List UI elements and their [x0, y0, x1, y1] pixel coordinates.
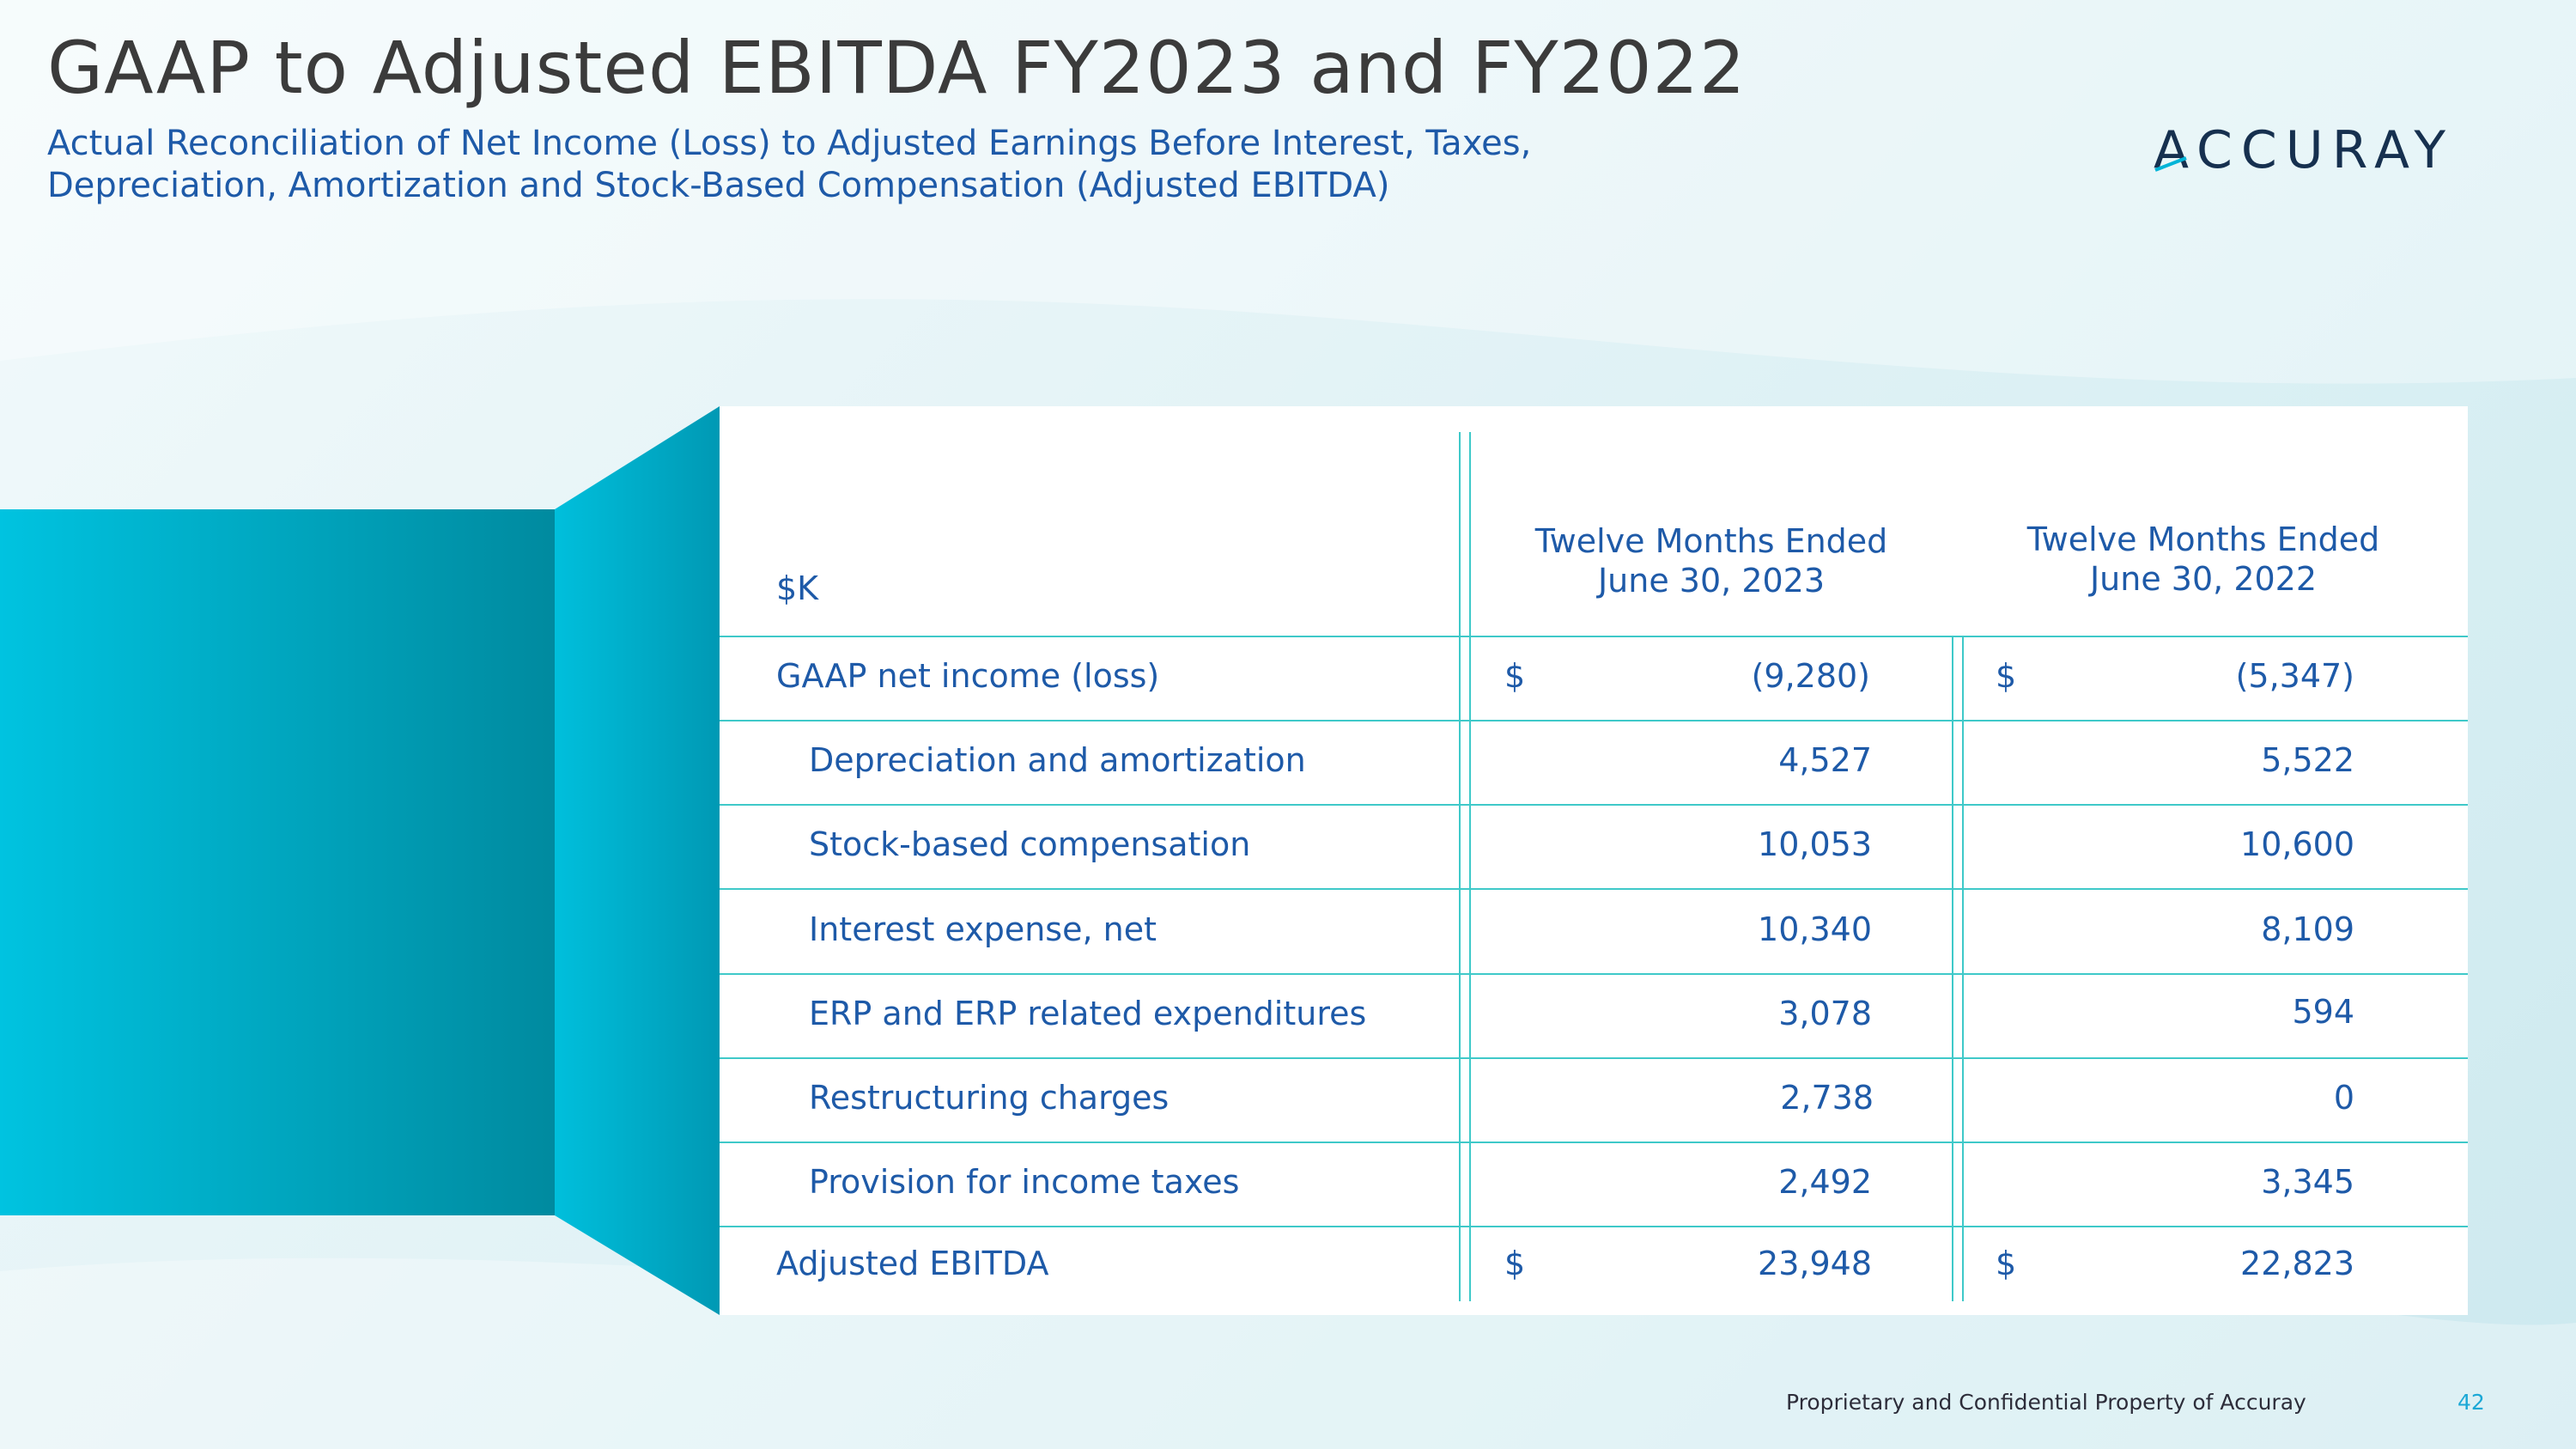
unit-label: $K [776, 569, 819, 607]
table-row-label: ERP and ERP related expenditures [809, 995, 1367, 1032]
decorative-3d-box [0, 406, 720, 1315]
table-row-label: GAAP net income (loss) [776, 657, 1160, 695]
slide-title: GAAP to Adjusted EBITDA FY2023 and FY202… [47, 26, 1747, 110]
value-fy2022: (5,347) [2235, 657, 2354, 695]
value-fy2023: 4,527 [1778, 741, 1872, 779]
value-fy2022: 5,522 [2261, 741, 2354, 779]
table-row-label: Interest expense, net [809, 910, 1157, 948]
column-header-fy2023: Twelve Months Ended June 30, 2023 [1534, 522, 1888, 600]
slide-subtitle: Actual Reconciliation of Net Income (Los… [47, 124, 1532, 205]
currency-symbol: $ [1504, 1245, 1526, 1282]
table-row-label: Adjusted EBITDA [776, 1245, 1049, 1282]
currency-symbol: $ [1996, 1245, 2017, 1282]
reconciliation-table: $K Twelve Months Ended June 30, 2023 Twe… [720, 406, 2468, 1315]
table-rules [720, 432, 2468, 1301]
value-fy2022: 22,823 [2240, 1245, 2354, 1282]
value-fy2022: 0 [2333, 1079, 2354, 1117]
value-fy2023: (9,280) [1751, 657, 1870, 695]
table-row-label: Provision for income taxes [809, 1163, 1240, 1201]
value-fy2023: 3,078 [1778, 995, 1872, 1032]
value-fy2022: 8,109 [2261, 910, 2354, 948]
table-row-label: Depreciation and amortization [809, 741, 1306, 779]
column-header-fy2022: Twelve Months Ended June 30, 2022 [2026, 521, 2380, 598]
value-fy2023: 10,340 [1758, 910, 1872, 948]
value-fy2023: 2,738 [1780, 1079, 1874, 1117]
table-row-label: Restructuring charges [809, 1079, 1170, 1117]
value-fy2022: 3,345 [2261, 1163, 2354, 1201]
logo-swoosh-icon [2154, 156, 2187, 172]
currency-symbol: $ [1504, 657, 1526, 695]
currency-symbol: $ [1996, 657, 2017, 695]
value-fy2023: 10,053 [1758, 825, 1872, 863]
table-row-label: Stock-based compensation [809, 825, 1251, 863]
value-fy2023: 2,492 [1778, 1163, 1872, 1201]
footer-confidential: Proprietary and Confidential Property of… [1786, 1390, 2306, 1415]
value-fy2022: 594 [2292, 993, 2354, 1031]
company-logo: ACCURAY [2154, 120, 2454, 180]
value-fy2022: 10,600 [2240, 825, 2354, 863]
page-number: 42 [2458, 1390, 2485, 1415]
value-fy2023: 23,948 [1758, 1245, 1872, 1282]
